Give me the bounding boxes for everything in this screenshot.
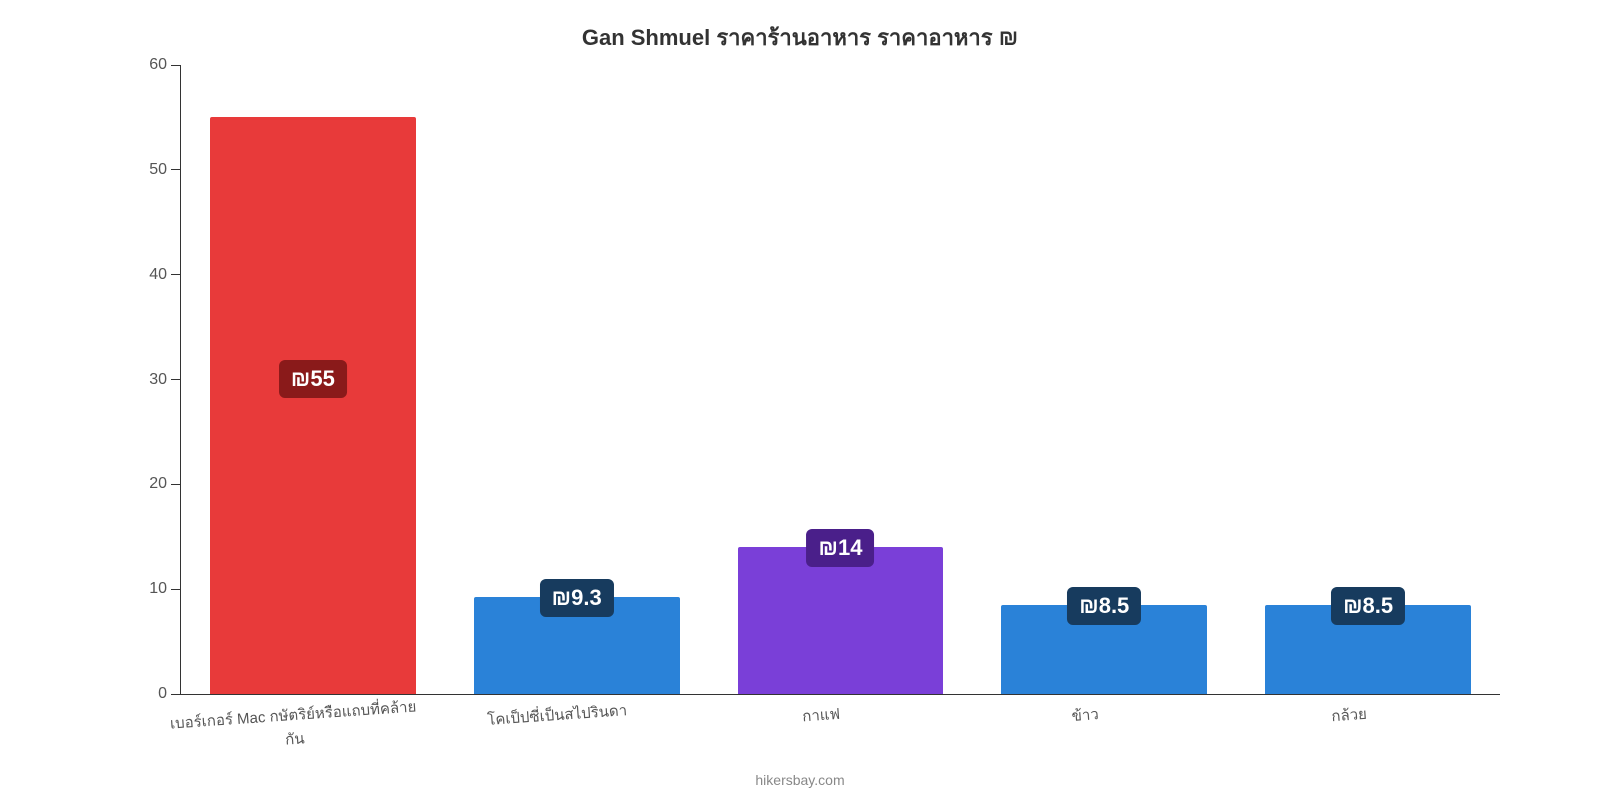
y-tick-label: 10 [149,580,167,598]
plot-area: ₪55₪9.3₪14₪8.5₪8.5 0102030405060 [180,65,1500,695]
value-badge: ₪8.5 [1067,587,1141,625]
bar: ₪14 [738,547,944,694]
bar-slot: ₪55 [181,65,445,694]
y-tick [171,169,181,170]
y-tick-label: 50 [149,161,167,179]
bar: ₪55 [210,117,416,694]
bar-slot: ₪9.3 [445,65,709,694]
y-tick-label: 30 [149,371,167,389]
y-tick-label: 20 [149,475,167,493]
bar: ₪9.3 [474,597,680,694]
y-tick-label: 40 [149,266,167,284]
y-tick-label: 0 [158,685,167,703]
chart-container: Gan Shmuel ราคาร้านอาหาร ราคาอาหาร ₪ ₪55… [0,0,1600,800]
x-axis-labels: เบอร์เกอร์ Mac กษัตริย์หรือแถบที่คล้ายกั… [180,703,1500,751]
value-badge: ₪14 [807,529,875,567]
x-axis-label: โคเป็ปซี่เป็นสไปรินดา [425,694,692,760]
bar-slot: ₪14 [709,65,973,694]
bar-slot: ₪8.5 [972,65,1236,694]
y-tick-label: 60 [149,56,167,74]
value-badge: ₪9.3 [540,579,614,617]
y-tick [171,694,181,695]
y-tick [171,484,181,485]
y-tick [171,65,181,66]
chart-title: Gan Shmuel ราคาร้านอาหาร ราคาอาหาร ₪ [40,20,1560,55]
x-axis-label: กล้วย [1217,694,1484,760]
value-badge: ₪55 [279,360,347,398]
x-axis-label: กาแฟ [689,694,956,760]
bar: ₪8.5 [1001,605,1207,694]
bars-row: ₪55₪9.3₪14₪8.5₪8.5 [181,65,1500,694]
value-badge: ₪8.5 [1331,587,1405,625]
x-axis-label: ข้าว [953,694,1220,760]
x-axis-label: เบอร์เกอร์ Mac กษัตริย์หรือแถบที่คล้ายกั… [161,694,428,760]
y-tick [171,589,181,590]
attribution-text: hikersbay.com [755,772,844,788]
y-tick [171,379,181,380]
bar-slot: ₪8.5 [1236,65,1500,694]
bar: ₪8.5 [1265,605,1471,694]
y-tick [171,274,181,275]
